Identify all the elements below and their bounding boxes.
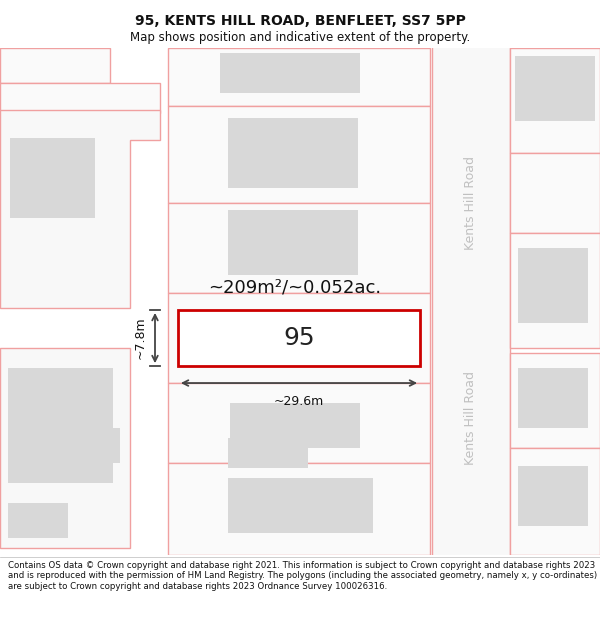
Bar — [228, 210, 358, 275]
Bar — [230, 403, 360, 448]
Bar — [515, 56, 595, 121]
Bar — [178, 310, 420, 366]
Bar — [10, 138, 95, 218]
Text: Contains OS data © Crown copyright and database right 2021. This information is : Contains OS data © Crown copyright and d… — [8, 561, 597, 591]
Polygon shape — [0, 348, 130, 548]
Polygon shape — [0, 110, 160, 308]
Bar — [0, 83, 160, 113]
Bar — [432, 48, 510, 555]
Bar — [518, 368, 588, 428]
Bar — [8, 368, 113, 483]
Bar — [510, 353, 600, 448]
Bar — [8, 503, 68, 538]
Bar — [168, 463, 430, 555]
Bar — [168, 383, 430, 463]
Bar — [510, 233, 600, 348]
Text: 95: 95 — [283, 326, 315, 350]
Bar — [168, 203, 430, 293]
Bar — [220, 53, 360, 93]
Bar — [518, 466, 588, 526]
Bar — [518, 248, 588, 323]
Text: Kents Hill Road: Kents Hill Road — [464, 371, 478, 465]
Bar — [60, 428, 120, 463]
Text: ~29.6m: ~29.6m — [274, 395, 324, 408]
Bar — [510, 448, 600, 555]
Bar — [168, 106, 430, 203]
Text: ~7.8m: ~7.8m — [134, 317, 147, 359]
Bar — [228, 118, 358, 188]
Bar — [228, 438, 308, 468]
Bar — [510, 153, 600, 233]
Bar — [168, 48, 430, 106]
Text: ~209m²/~0.052ac.: ~209m²/~0.052ac. — [208, 278, 382, 296]
Text: 95, KENTS HILL ROAD, BENFLEET, SS7 5PP: 95, KENTS HILL ROAD, BENFLEET, SS7 5PP — [134, 14, 466, 28]
Bar — [510, 48, 600, 153]
Text: Kents Hill Road: Kents Hill Road — [464, 156, 478, 250]
Bar — [0, 48, 110, 83]
Text: Map shows position and indicative extent of the property.: Map shows position and indicative extent… — [130, 31, 470, 44]
Bar — [168, 293, 430, 383]
Bar — [228, 478, 373, 533]
